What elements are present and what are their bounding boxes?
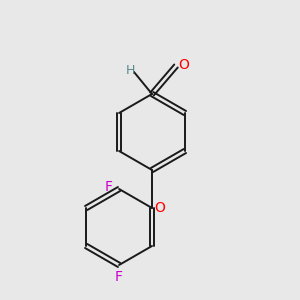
Text: O: O — [154, 201, 165, 215]
Text: F: F — [105, 180, 113, 194]
Text: O: O — [178, 58, 189, 72]
Text: F: F — [115, 270, 123, 284]
Text: H: H — [125, 64, 135, 76]
